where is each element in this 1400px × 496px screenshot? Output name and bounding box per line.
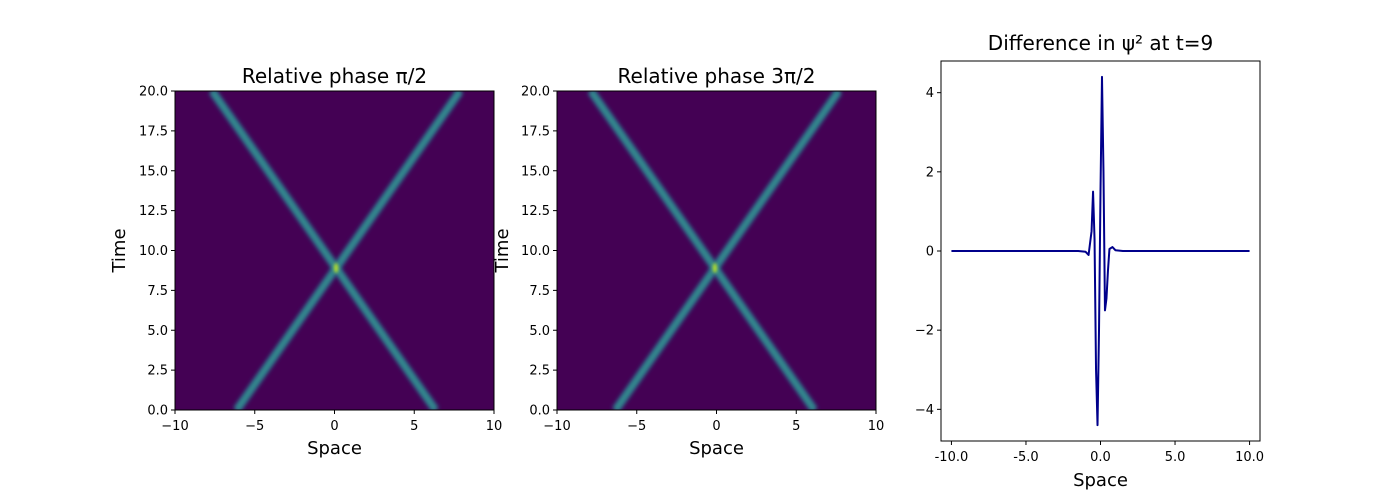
x-tick-label: −5 [627, 419, 646, 434]
y-tick-label: −4 [915, 403, 934, 418]
y-axis-label: Time [492, 228, 513, 273]
heatmap-panel-phase-3pi-over-2: −10 −5 0 5 10 0.0 2.5 5.0 7.5 10.0 12.5 15.0 17.5 20… [492, 64, 884, 459]
x-tick-label: −5 [245, 419, 264, 434]
y-tick-label: 2 [926, 165, 934, 180]
heatmap-panel-phase-pi-over-2: −10 −5 0 5 10 0.0 2.5 5.0 7.5 10.0 12.5 15.0 17.5 20… [109, 64, 502, 459]
y-axis-label: Time [109, 228, 130, 273]
x-tick-label: 0.0 [1090, 450, 1111, 465]
difference-series [951, 75, 1250, 427]
y-tick-label: 4 [926, 86, 934, 101]
y-tick-label: 10.0 [521, 244, 550, 259]
x-tick-label: 0 [330, 419, 338, 434]
y-tick-label: 2.5 [529, 364, 550, 379]
y-tick-label: 0 [926, 245, 934, 260]
y-tick-label: 7.5 [529, 284, 550, 299]
x-axis-label: Space [1073, 470, 1128, 491]
x-tick-label: −10 [161, 419, 188, 434]
x-axis-label: Space [307, 438, 362, 459]
difference-line-panel: -10.0 -5.0 0.0 5.0 10.0 −4 −2 0 2 4 Difference i… [915, 31, 1264, 491]
soliton-tracks [208, 91, 464, 410]
heatmap-background [175, 91, 494, 410]
x-tick-label: 10 [868, 419, 885, 434]
x-tick-label: -10.0 [935, 450, 969, 465]
collision-peak [333, 263, 339, 274]
x-tick-label: 5 [410, 419, 418, 434]
y-tick-label: 2.5 [147, 364, 168, 379]
panel-title: Relative phase 3π/2 [618, 64, 816, 88]
x-axis-label: Space [689, 438, 744, 459]
y-tick-label: 0.0 [147, 404, 168, 419]
y-tick-label: 17.5 [521, 124, 550, 139]
y-tick-label: 12.5 [521, 204, 550, 219]
soliton-tracks [587, 91, 843, 410]
y-tick-label: 5.0 [147, 324, 168, 339]
panel-title: Relative phase π/2 [242, 64, 427, 88]
collision-peak [712, 263, 718, 274]
y-tick-label: 15.0 [521, 164, 550, 179]
x-tick-label: −10 [543, 419, 570, 434]
y-tick-label: 15.0 [139, 164, 168, 179]
y-tick-label: 10.0 [139, 244, 168, 259]
y-tick-label: 5.0 [529, 324, 550, 339]
x-tick-label: -5.0 [1013, 450, 1038, 465]
y-tick-label: 12.5 [139, 204, 168, 219]
x-tick-label: 5 [792, 419, 800, 434]
y-tick-label: 7.5 [147, 284, 168, 299]
x-tick-label: 10 [486, 419, 503, 434]
y-tick-label: 20.0 [139, 85, 168, 100]
y-tick-label: 20.0 [521, 85, 550, 100]
y-tick-label: 0.0 [529, 404, 550, 419]
y-tick-label: 17.5 [139, 124, 168, 139]
x-tick-label: 5.0 [1165, 450, 1186, 465]
heatmap-background [557, 91, 876, 410]
x-tick-label: 10.0 [1235, 450, 1264, 465]
difference-line [951, 75, 1250, 427]
x-tick-label: 0 [712, 419, 720, 434]
panel-title: Difference in ψ² at t=9 [988, 31, 1213, 55]
y-tick-label: −2 [915, 324, 934, 339]
